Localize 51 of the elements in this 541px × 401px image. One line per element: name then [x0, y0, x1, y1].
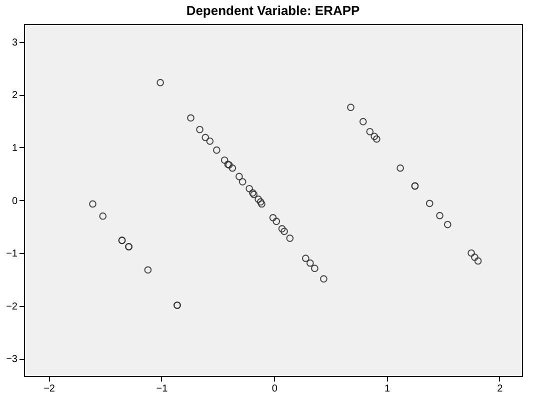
- x-tick-label: 1: [384, 384, 391, 394]
- x-tick-label: −1: [156, 384, 168, 394]
- y-tick-label: 0: [12, 196, 18, 207]
- point: [246, 184, 254, 192]
- point: [256, 198, 264, 206]
- point: [310, 264, 318, 272]
- point: [468, 249, 476, 257]
- point: [306, 259, 314, 267]
- point: [359, 118, 367, 126]
- point: [272, 218, 280, 226]
- point: [444, 220, 452, 228]
- point: [254, 196, 262, 203]
- point: [278, 225, 286, 232]
- point: [372, 135, 380, 143]
- point: [212, 146, 220, 154]
- point: [370, 132, 378, 140]
- point: [436, 212, 444, 220]
- point: [258, 200, 266, 208]
- x-tick-label: −2: [44, 384, 56, 394]
- y-tick-label: −2: [6, 301, 18, 312]
- point: [99, 212, 107, 220]
- point: [196, 126, 204, 134]
- point: [238, 178, 246, 186]
- point: [302, 254, 310, 262]
- point: [280, 228, 288, 236]
- point: [235, 172, 243, 180]
- point: [320, 275, 328, 283]
- point: [474, 257, 482, 265]
- point: [426, 200, 434, 208]
- point: [396, 164, 404, 172]
- chart-title: Dependent Variable: ERAPP: [186, 3, 360, 18]
- x-tick-label: 0: [272, 384, 278, 394]
- point: [347, 104, 354, 112]
- y-tick-label: −3: [6, 354, 18, 366]
- point: [366, 128, 374, 136]
- y-tick-label: 1: [12, 142, 18, 154]
- y-tick-label: 3: [12, 37, 18, 48]
- x-tick-label: 2: [497, 384, 504, 394]
- point: [220, 156, 228, 164]
- y-tick-label: −1: [6, 248, 18, 260]
- point: [228, 164, 236, 172]
- point: [269, 214, 277, 222]
- point: [89, 200, 96, 208]
- point: [187, 114, 194, 122]
- point: [202, 134, 210, 142]
- point: [470, 254, 478, 261]
- point: [156, 78, 164, 86]
- point: [206, 137, 214, 145]
- point: [286, 234, 294, 242]
- point: [144, 266, 152, 274]
- y-tick-label: 2: [12, 90, 18, 102]
